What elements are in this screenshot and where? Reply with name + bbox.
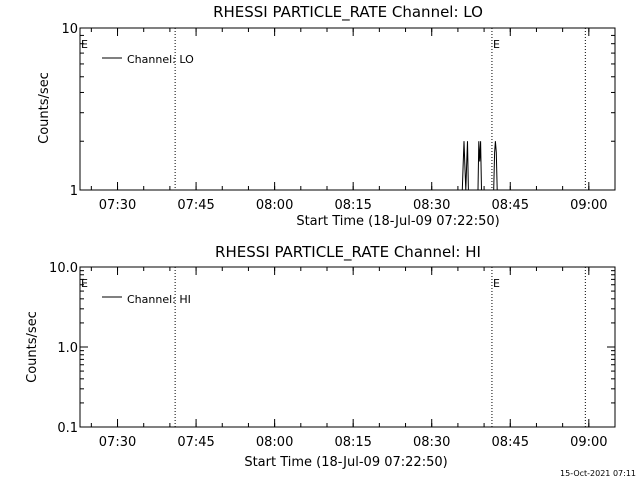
y-tick-label: 0.1: [57, 421, 78, 436]
panel-lo: RHESSI PARTICLE_RATE Channel: LO Start T…: [37, 3, 616, 229]
x-tick-label: 08:45: [492, 435, 529, 450]
x-tick-label: 08:00: [256, 435, 293, 450]
x-tick-label: 07:45: [177, 435, 214, 450]
y-tick-label: 1.0: [57, 341, 78, 356]
x-tick-label: 07:45: [177, 198, 214, 213]
start-marker-label: E: [81, 277, 88, 290]
legend-label: Channel: LO: [127, 53, 194, 66]
y-tick-label: 10: [61, 22, 78, 37]
chart-title: RHESSI PARTICLE_RATE Channel: LO: [213, 3, 483, 22]
series-line-channel-lo: [461, 141, 498, 191]
x-tick-label: 07:30: [99, 198, 136, 213]
y-tick-label: 10.0: [49, 261, 78, 276]
plot-frame: [79, 266, 616, 428]
panel-hi: RHESSI PARTICLE_RATE Channel: HI Start T…: [25, 243, 616, 470]
x-axis-label: Start Time (18-Jul-09 07:22:50): [244, 455, 447, 470]
x-tick-label: 08:30: [413, 435, 450, 450]
x-tick-label: 08:30: [413, 198, 450, 213]
y-tick-label: 1: [70, 184, 78, 199]
x-tick-label: 08:45: [492, 198, 529, 213]
start-marker-label: E: [81, 38, 88, 51]
x-tick-label: 08:15: [334, 198, 371, 213]
plot-frame: [79, 27, 616, 191]
legend-label: Channel: HI: [127, 293, 191, 306]
y-axis-label: Counts/sec: [25, 311, 40, 383]
event-marker-label: E: [493, 38, 500, 51]
y-axis-label: Counts/sec: [37, 72, 52, 144]
chart-title: RHESSI PARTICLE_RATE Channel: HI: [215, 243, 481, 262]
x-tick-label: 09:00: [570, 435, 607, 450]
x-tick-label: 08:00: [256, 198, 293, 213]
footer-timestamp: 15-Oct-2021 07:11: [560, 469, 636, 478]
x-tick-label: 08:15: [334, 435, 371, 450]
x-axis-label: Start Time (18-Jul-09 07:22:50): [296, 214, 499, 229]
x-tick-label: 09:00: [570, 198, 607, 213]
event-marker-label: E: [493, 277, 500, 290]
x-tick-label: 07:30: [99, 435, 136, 450]
